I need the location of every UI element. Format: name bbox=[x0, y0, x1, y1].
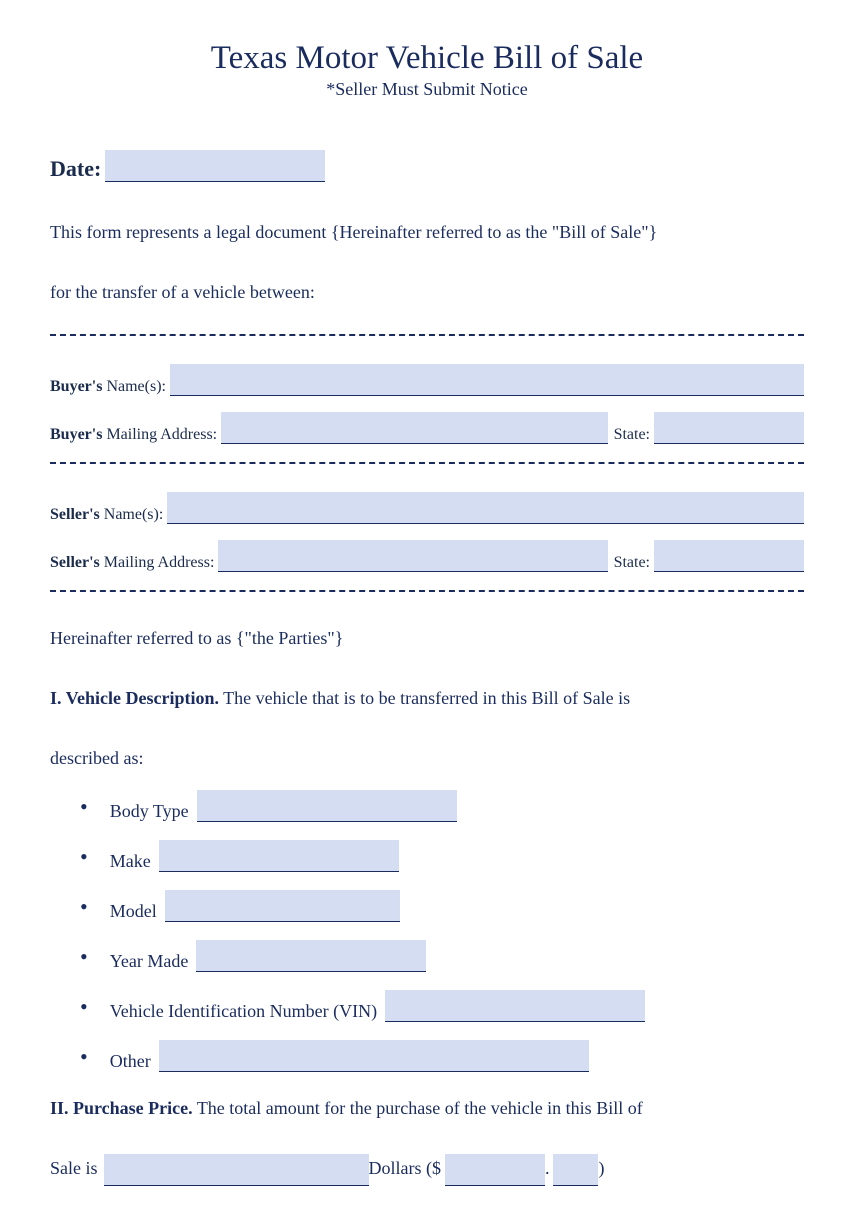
vehicle-description-list: Body Type Make Model Year Made Vehicle I… bbox=[50, 790, 804, 1072]
price-cents-field[interactable] bbox=[553, 1154, 598, 1186]
price-words-field[interactable] bbox=[104, 1154, 369, 1186]
buyer-address-field[interactable] bbox=[221, 412, 607, 444]
model-row: Model bbox=[80, 890, 804, 922]
body-type-field[interactable] bbox=[197, 790, 457, 822]
price-label-d: ) bbox=[598, 1150, 604, 1186]
body-type-label: Body Type bbox=[110, 801, 193, 822]
intro-paragraph-2: for the transfer of a vehicle between: bbox=[50, 274, 804, 310]
price-dollars-field[interactable] bbox=[445, 1154, 545, 1186]
model-label: Model bbox=[110, 901, 161, 922]
divider-1 bbox=[50, 334, 804, 336]
date-row: Date: bbox=[50, 150, 804, 182]
price-label-c: . bbox=[545, 1150, 550, 1186]
vin-row: Vehicle Identification Number (VIN) bbox=[80, 990, 804, 1022]
price-label-b: Dollars ($ bbox=[369, 1150, 441, 1186]
year-row: Year Made bbox=[80, 940, 804, 972]
date-label: Date: bbox=[50, 156, 101, 182]
buyer-state-field[interactable] bbox=[654, 412, 804, 444]
seller-name-row: Seller's Name(s): bbox=[50, 492, 804, 524]
buyer-state-label: State: bbox=[614, 426, 650, 444]
vin-label: Vehicle Identification Number (VIN) bbox=[110, 1001, 381, 1022]
section-2-heading: II. Purchase Price. The total amount for… bbox=[50, 1090, 804, 1126]
buyer-address-label: Buyer's Mailing Address: bbox=[50, 426, 217, 444]
document-subtitle: *Seller Must Submit Notice bbox=[50, 79, 804, 100]
make-row: Make bbox=[80, 840, 804, 872]
other-field[interactable] bbox=[159, 1040, 589, 1072]
seller-address-field[interactable] bbox=[218, 540, 607, 572]
year-label: Year Made bbox=[110, 951, 193, 972]
date-field[interactable] bbox=[105, 150, 325, 182]
other-label: Other bbox=[110, 1051, 155, 1072]
buyer-name-field[interactable] bbox=[170, 364, 804, 396]
seller-state-field[interactable] bbox=[654, 540, 804, 572]
buyer-name-label: Buyer's Name(s): bbox=[50, 378, 166, 396]
parties-text: Hereinafter referred to as {"the Parties… bbox=[50, 620, 804, 656]
make-label: Make bbox=[110, 851, 155, 872]
price-row: Sale is Dollars ($ . ) bbox=[50, 1150, 804, 1186]
section-1-heading: I. Vehicle Description. The vehicle that… bbox=[50, 680, 804, 716]
seller-state-label: State: bbox=[614, 554, 650, 572]
other-row: Other bbox=[80, 1040, 804, 1072]
seller-address-row: Seller's Mailing Address: State: bbox=[50, 540, 804, 572]
make-field[interactable] bbox=[159, 840, 399, 872]
document-title: Texas Motor Vehicle Bill of Sale bbox=[50, 40, 804, 77]
section-1-text2: described as: bbox=[50, 740, 804, 776]
buyer-name-row: Buyer's Name(s): bbox=[50, 364, 804, 396]
seller-address-label: Seller's Mailing Address: bbox=[50, 554, 214, 572]
seller-name-label: Seller's Name(s): bbox=[50, 506, 163, 524]
divider-3 bbox=[50, 590, 804, 592]
buyer-address-row: Buyer's Mailing Address: State: bbox=[50, 412, 804, 444]
intro-paragraph-1: This form represents a legal document {H… bbox=[50, 214, 804, 250]
year-field[interactable] bbox=[196, 940, 426, 972]
price-label-a: Sale is bbox=[50, 1150, 98, 1186]
vin-field[interactable] bbox=[385, 990, 645, 1022]
divider-2 bbox=[50, 462, 804, 464]
body-type-row: Body Type bbox=[80, 790, 804, 822]
model-field[interactable] bbox=[165, 890, 400, 922]
seller-name-field[interactable] bbox=[167, 492, 804, 524]
